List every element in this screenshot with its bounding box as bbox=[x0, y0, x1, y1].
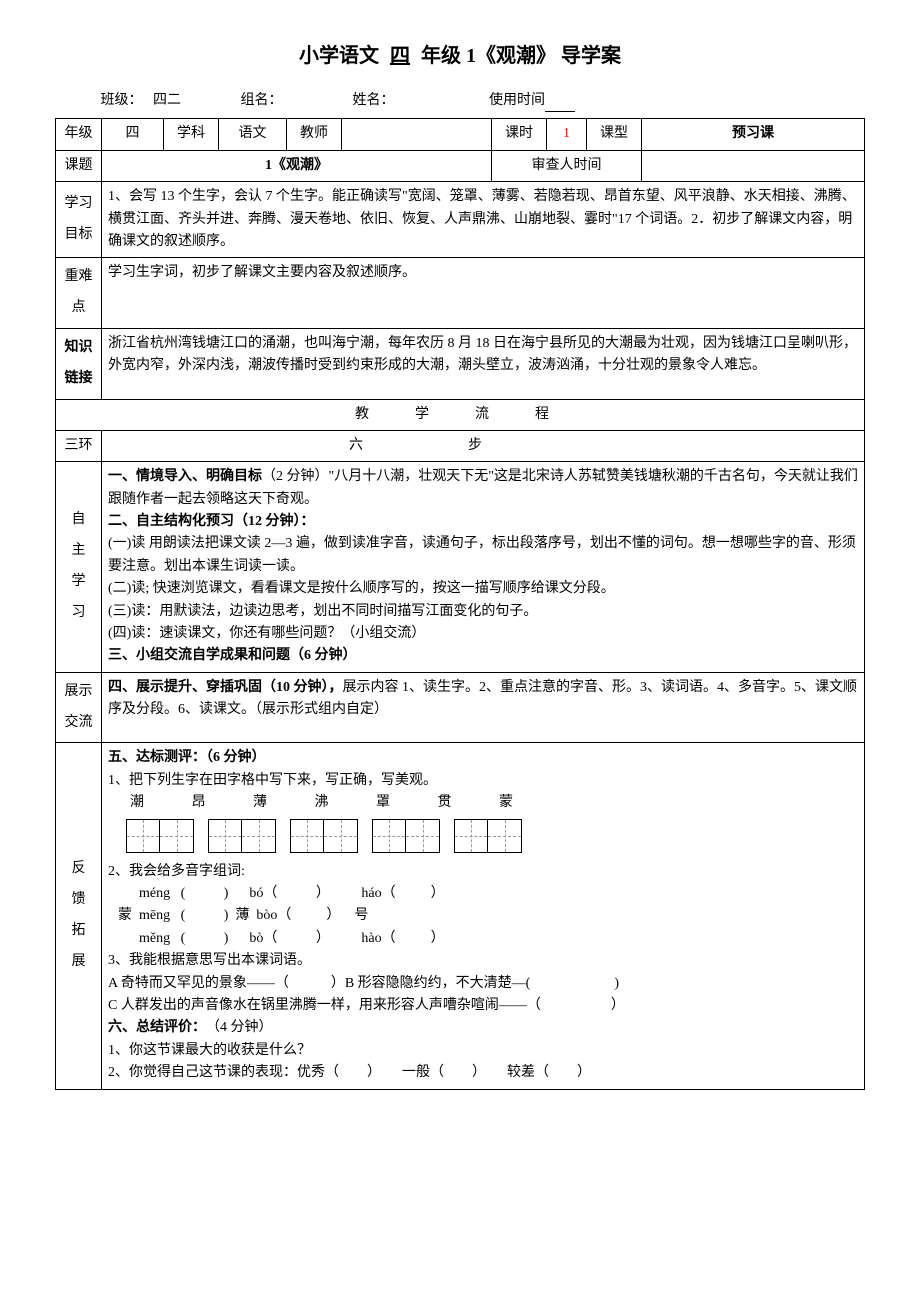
s2-i3: (三)读：用默读法，边读边思考，划出不同时间描写江面变化的句子。 bbox=[108, 601, 858, 623]
liubu-right: 步 bbox=[468, 435, 858, 457]
keypoint-text: 学习生字词，初步了解课文主要内容及叙述顺序。 bbox=[102, 258, 865, 329]
q1: 1、把下列生字在田字格中写下来，写正确，写美观。 bbox=[108, 770, 858, 792]
s4-head: 四、展示提升、穿插巩固（10 分钟）， bbox=[108, 680, 343, 695]
s2-head: 二、自主结构化预习（12 分钟）： bbox=[108, 511, 858, 533]
period-val: 1 bbox=[547, 119, 587, 150]
time-blank bbox=[545, 90, 575, 112]
tzg-cell bbox=[324, 819, 358, 853]
s2-i1: (一)读 用朗读法把课文读 2—3 遍，做到读准字音，读通句子，标出段落序号，划… bbox=[108, 533, 858, 578]
s5-head: 五、达标测评：（6 分钟） bbox=[108, 747, 858, 769]
flow-header: 教 学 流 程 bbox=[56, 399, 865, 430]
present-content: 四、展示提升、穿插巩固（10 分钟），展示内容 1、读生字。2、重点注意的字音、… bbox=[102, 672, 865, 743]
present-label: 展示 交流 bbox=[56, 672, 102, 743]
meta-row-1: 年级 四 学科 语文 教师 课时 1 课型 预习课 bbox=[56, 119, 865, 150]
keypoint-row: 重难点 学习生字词，初步了解课文主要内容及叙述顺序。 bbox=[56, 258, 865, 329]
self-study-label: 自 主 学 习 bbox=[56, 462, 102, 673]
tzg-cell bbox=[242, 819, 276, 853]
teacher-label: 教师 bbox=[287, 119, 342, 150]
feedback-label: 反 馈 拓 展 bbox=[56, 743, 102, 1089]
page-title: 小学语文 四 年级 1《观潮》 导学案 bbox=[55, 40, 865, 72]
tzg-cell bbox=[208, 819, 242, 853]
reviewer-val bbox=[642, 150, 865, 181]
title-suffix: 年级 1《观潮》 导学案 bbox=[421, 45, 621, 67]
topic-label: 课题 bbox=[56, 150, 102, 181]
class-label bbox=[55, 90, 101, 112]
s1-head: 一、情境导入、明确目标 bbox=[108, 469, 262, 484]
liubu-cell: 六 步 bbox=[102, 430, 865, 461]
type-val: 预习课 bbox=[642, 119, 865, 150]
reviewer-label: 审查人时间 bbox=[492, 150, 642, 181]
q3: 3、我能根据意思写出本课词语。 bbox=[108, 950, 858, 972]
knowledge-label: 知识链接 bbox=[56, 328, 102, 399]
tzg-cell bbox=[454, 819, 488, 853]
grade-val: 四 bbox=[102, 119, 164, 150]
pinyin-block: méng ( ) bó（ ） háo（ ） 蒙 mēng ( ) 薄 bòo（ … bbox=[118, 883, 858, 950]
py-l3: měng ( ) bò（ ） hào（ ） bbox=[118, 928, 858, 950]
period-label: 课时 bbox=[492, 119, 547, 150]
tzg-cell bbox=[290, 819, 324, 853]
self-study-row: 自 主 学 习 一、情境导入、明确目标（2 分钟）"八月十八潮，壮观天下无"这是… bbox=[56, 462, 865, 673]
goals-label: 学习目标 bbox=[56, 182, 102, 258]
title-grade: 四 bbox=[384, 45, 416, 67]
s6-time: （4 分钟） bbox=[213, 1020, 273, 1035]
time-label: 使用时间 bbox=[489, 90, 545, 112]
tzg-cell bbox=[160, 819, 194, 853]
s6-head: 六、总结评价： bbox=[108, 1020, 199, 1035]
goals-text: 1、会写 13 个生字，会认 7 个生字。能正确读写"宽阔、笼罩、薄雾、若隐若现… bbox=[102, 182, 865, 258]
group-label: 组名： bbox=[241, 90, 283, 112]
class-label-text: 班级： bbox=[101, 90, 143, 112]
q2: 2、我会给多音字组词: bbox=[108, 861, 858, 883]
knowledge-row: 知识链接 浙江省杭州湾钱塘江口的涌潮，也叫海宁潮，每年农历 8 月 18 日在海… bbox=[56, 328, 865, 399]
title-prefix: 小学语文 bbox=[299, 45, 379, 67]
subject-label: 学科 bbox=[164, 119, 219, 150]
py-l1: méng ( ) bó（ ） háo（ ） bbox=[118, 883, 858, 905]
tianzige-row bbox=[126, 819, 858, 853]
py-l2: 蒙 mēng ( ) 薄 bòo（ ） 号 bbox=[118, 905, 858, 927]
keypoint-label: 重难点 bbox=[56, 258, 102, 329]
class-value bbox=[143, 90, 154, 112]
sanhuan-label: 三环 bbox=[56, 430, 102, 461]
tzg-cell bbox=[488, 819, 522, 853]
main-table: 年级 四 学科 语文 教师 课时 1 课型 预习课 课题 1《观潮》 审查人时间… bbox=[55, 118, 865, 1089]
header-line: 班级： 四二 组名： 姓名： 使用时间 bbox=[55, 90, 865, 112]
class-value-text: 四二 bbox=[153, 90, 181, 112]
s3-head: 三、小组交流自学成果和问题（6 分钟） bbox=[108, 645, 858, 667]
liubu-row: 三环 六 步 bbox=[56, 430, 865, 461]
meta-row-2: 课题 1《观潮》 审查人时间 bbox=[56, 150, 865, 181]
knowledge-text: 浙江省杭州湾钱塘江口的涌潮，也叫海宁潮，每年农历 8 月 18 日在海宁县所见的… bbox=[102, 328, 865, 399]
qc: C 人群发出的声音像水在锅里沸腾一样，用来形容人声嘈杂喧闹——（ ） bbox=[108, 995, 858, 1017]
feedback-content: 五、达标测评：（6 分钟） 1、把下列生字在田字格中写下来，写正确，写美观。 潮… bbox=[102, 743, 865, 1089]
goals-row: 学习目标 1、会写 13 个生字，会认 7 个生字。能正确读写"宽阔、笼罩、薄雾… bbox=[56, 182, 865, 258]
subject-val: 语文 bbox=[219, 119, 287, 150]
self-study-content: 一、情境导入、明确目标（2 分钟）"八月十八潮，壮观天下无"这是北宋诗人苏轼赞美… bbox=[102, 462, 865, 673]
feedback-row: 反 馈 拓 展 五、达标测评：（6 分钟） 1、把下列生字在田字格中写下来，写正… bbox=[56, 743, 865, 1089]
name-label: 姓名： bbox=[353, 90, 395, 112]
topic-val: 1《观潮》 bbox=[102, 150, 492, 181]
tzg-cell bbox=[372, 819, 406, 853]
chars-line: 潮 昂 薄 沸 罩 贯 蒙 bbox=[130, 792, 858, 814]
e2: 2、你觉得自己这节课的表现：优秀（ ） 一般（ ） 较差（ ） bbox=[108, 1062, 858, 1084]
e1: 1、你这节课最大的收获是什么？ bbox=[108, 1040, 858, 1062]
flow-header-row: 教 学 流 程 bbox=[56, 399, 865, 430]
type-label: 课型 bbox=[587, 119, 642, 150]
present-row: 展示 交流 四、展示提升、穿插巩固（10 分钟），展示内容 1、读生字。2、重点… bbox=[56, 672, 865, 743]
s2-i2: (二)读; 快速浏览课文，看看课文是按什么顺序写的，按这一描写顺序给课文分段。 bbox=[108, 578, 858, 600]
tzg-cell bbox=[126, 819, 160, 853]
teacher-val bbox=[342, 119, 492, 150]
grade-label: 年级 bbox=[56, 119, 102, 150]
s2-i4: (四)读：速读课文，你还有哪些问题？（小组交流） bbox=[108, 623, 858, 645]
liubu-left: 六 bbox=[108, 435, 363, 457]
tzg-cell bbox=[406, 819, 440, 853]
qa: A 奇特而又罕见的景象——（ ）B 形容隐隐约约，不大清楚—( ) bbox=[108, 973, 858, 995]
